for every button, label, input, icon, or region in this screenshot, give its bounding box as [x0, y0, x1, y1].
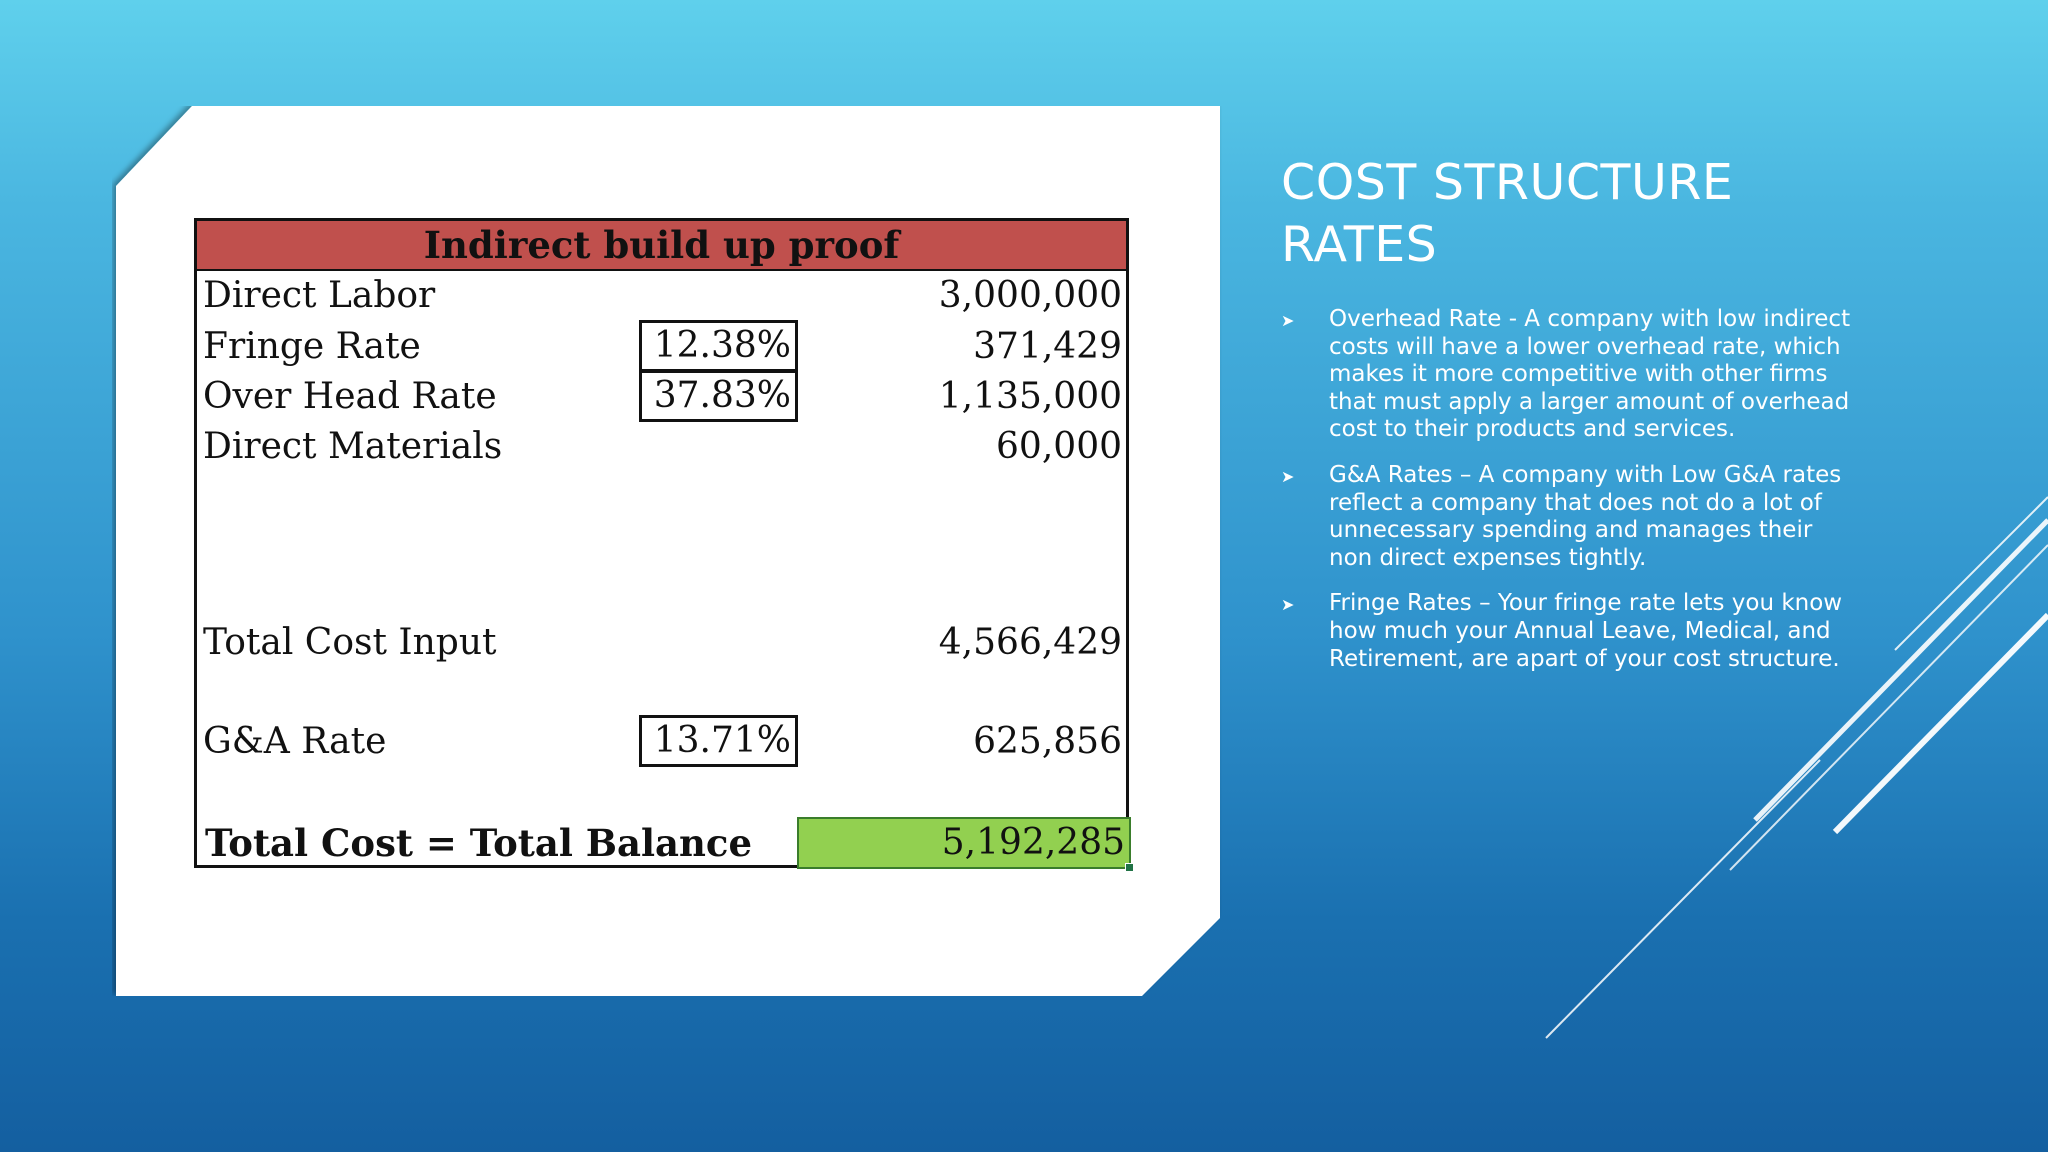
total-label: Total Cost = Total Balance: [205, 821, 752, 865]
total-value-cell: 5,192,285: [797, 817, 1134, 872]
row-value: 60,000: [996, 426, 1122, 467]
row-value: 625,856: [973, 721, 1122, 762]
bullet-item-overhead: ➤ Overhead Rate - A company with low ind…: [1281, 306, 1861, 444]
row-label: G&A Rate: [203, 721, 387, 762]
slide-title: COST STRUCTURE RATES: [1281, 154, 1734, 273]
bullet-item-fringe: ➤ Fringe Rates – Your fringe rate lets y…: [1281, 590, 1861, 673]
row-label: Total Cost Input: [203, 622, 497, 663]
row-label: Over Head Rate: [203, 376, 497, 417]
bullet-item-ga: ➤ G&A Rates – A company with Low G&A rat…: [1281, 462, 1861, 572]
table-row-overhead-rate: Over Head Rate 37.83% 1,135,000: [197, 370, 1126, 422]
table-header: Indirect build up proof: [197, 221, 1126, 271]
row-label: Direct Materials: [203, 426, 503, 467]
rate-cell: 37.83%: [639, 370, 798, 422]
row-value: 1,135,000: [938, 376, 1122, 417]
table-row-direct-labor: Direct Labor 3,000,000: [197, 272, 1126, 320]
arrowhead-bullet-icon: ➤: [1281, 595, 1295, 615]
fill-handle-icon: [1125, 863, 1134, 872]
table-row-direct-materials: Direct Materials 60,000: [197, 423, 1126, 471]
rate-cell: 12.38%: [639, 320, 798, 372]
row-value: 3,000,000: [938, 275, 1122, 316]
arrowhead-bullet-icon: ➤: [1281, 311, 1295, 330]
bullet-text: Fringe Rates – Your fringe rate lets you…: [1329, 590, 1843, 672]
arrowhead-bullet-icon: ➤: [1281, 466, 1295, 486]
total-value: 5,192,285: [941, 822, 1125, 863]
table-row-total: Total Cost = Total Balance: [197, 819, 1126, 867]
row-value: 371,429: [973, 326, 1122, 367]
row-label: Direct Labor: [203, 275, 436, 316]
bullet-list: ➤ Overhead Rate - A company with low ind…: [1281, 306, 1861, 691]
row-label: Fringe Rate: [203, 326, 421, 367]
rate-cell: 13.71%: [639, 715, 798, 767]
bullet-text: G&A Rates – A company with Low G&A rates…: [1329, 461, 1842, 571]
indirect-build-up-table: Indirect build up proof Direct Labor 3,0…: [194, 218, 1134, 872]
bullet-text: Overhead Rate - A company with low indir…: [1329, 306, 1851, 443]
table-row-fringe-rate: Fringe Rate 12.38% 371,429: [197, 320, 1126, 372]
table-row-ga-rate: G&A Rate 13.71% 625,856: [197, 715, 1126, 767]
table-row-total-cost-input: Total Cost Input 4,566,429: [197, 619, 1126, 667]
row-value: 4,566,429: [938, 622, 1122, 663]
